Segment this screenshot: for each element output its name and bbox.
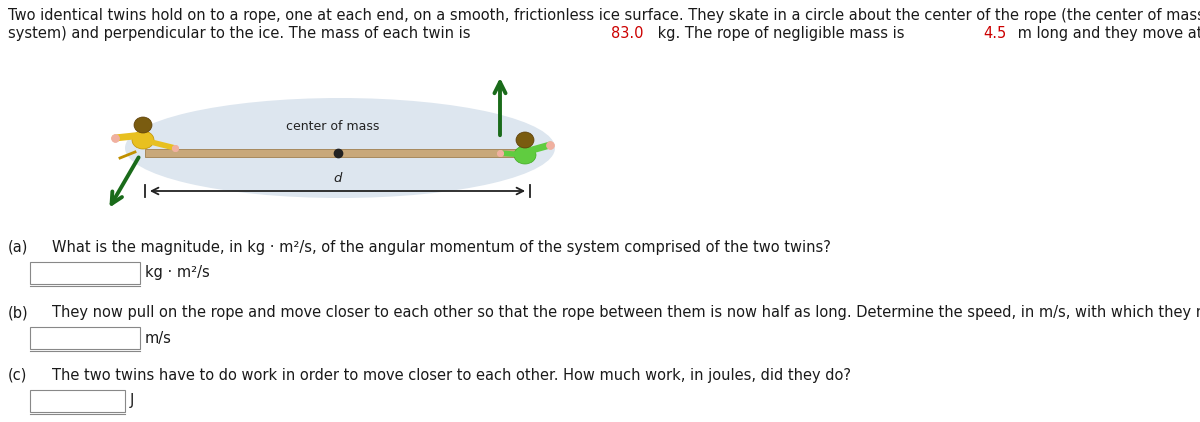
- Ellipse shape: [125, 98, 554, 198]
- Text: m/s: m/s: [145, 330, 172, 346]
- Ellipse shape: [516, 132, 534, 148]
- Bar: [145, 149, 530, 157]
- Ellipse shape: [134, 117, 152, 133]
- Text: kg · m²/s: kg · m²/s: [145, 265, 210, 281]
- Text: J: J: [130, 393, 134, 408]
- Bar: [30, 327, 140, 349]
- Text: (a): (a): [8, 240, 29, 255]
- Text: (b): (b): [8, 305, 29, 320]
- Text: The two twins have to do work in order to move closer to each other. How much wo: The two twins have to do work in order t…: [52, 368, 851, 383]
- Bar: [30, 390, 125, 412]
- Text: 4.5: 4.5: [983, 26, 1007, 41]
- Text: system) and perpendicular to the ice. The mass of each twin is: system) and perpendicular to the ice. Th…: [8, 26, 475, 41]
- Text: They now pull on the rope and move closer to each other so that the rope between: They now pull on the rope and move close…: [52, 305, 1200, 320]
- Ellipse shape: [132, 131, 154, 149]
- Text: d: d: [334, 172, 342, 185]
- Text: 83.0: 83.0: [611, 26, 643, 41]
- Text: What is the magnitude, in kg · m²/s, of the angular momentum of the system compr: What is the magnitude, in kg · m²/s, of …: [52, 240, 830, 255]
- Ellipse shape: [514, 146, 536, 164]
- Text: m long and they move at a speed of: m long and they move at a speed of: [1013, 26, 1200, 41]
- Text: kg. The rope of negligible mass is: kg. The rope of negligible mass is: [653, 26, 908, 41]
- Text: (c): (c): [8, 368, 28, 383]
- Text: Two identical twins hold on to a rope, one at each end, on a smooth, frictionles: Two identical twins hold on to a rope, o…: [8, 8, 1200, 23]
- Text: center of mass: center of mass: [286, 120, 379, 133]
- Bar: [30, 262, 140, 284]
